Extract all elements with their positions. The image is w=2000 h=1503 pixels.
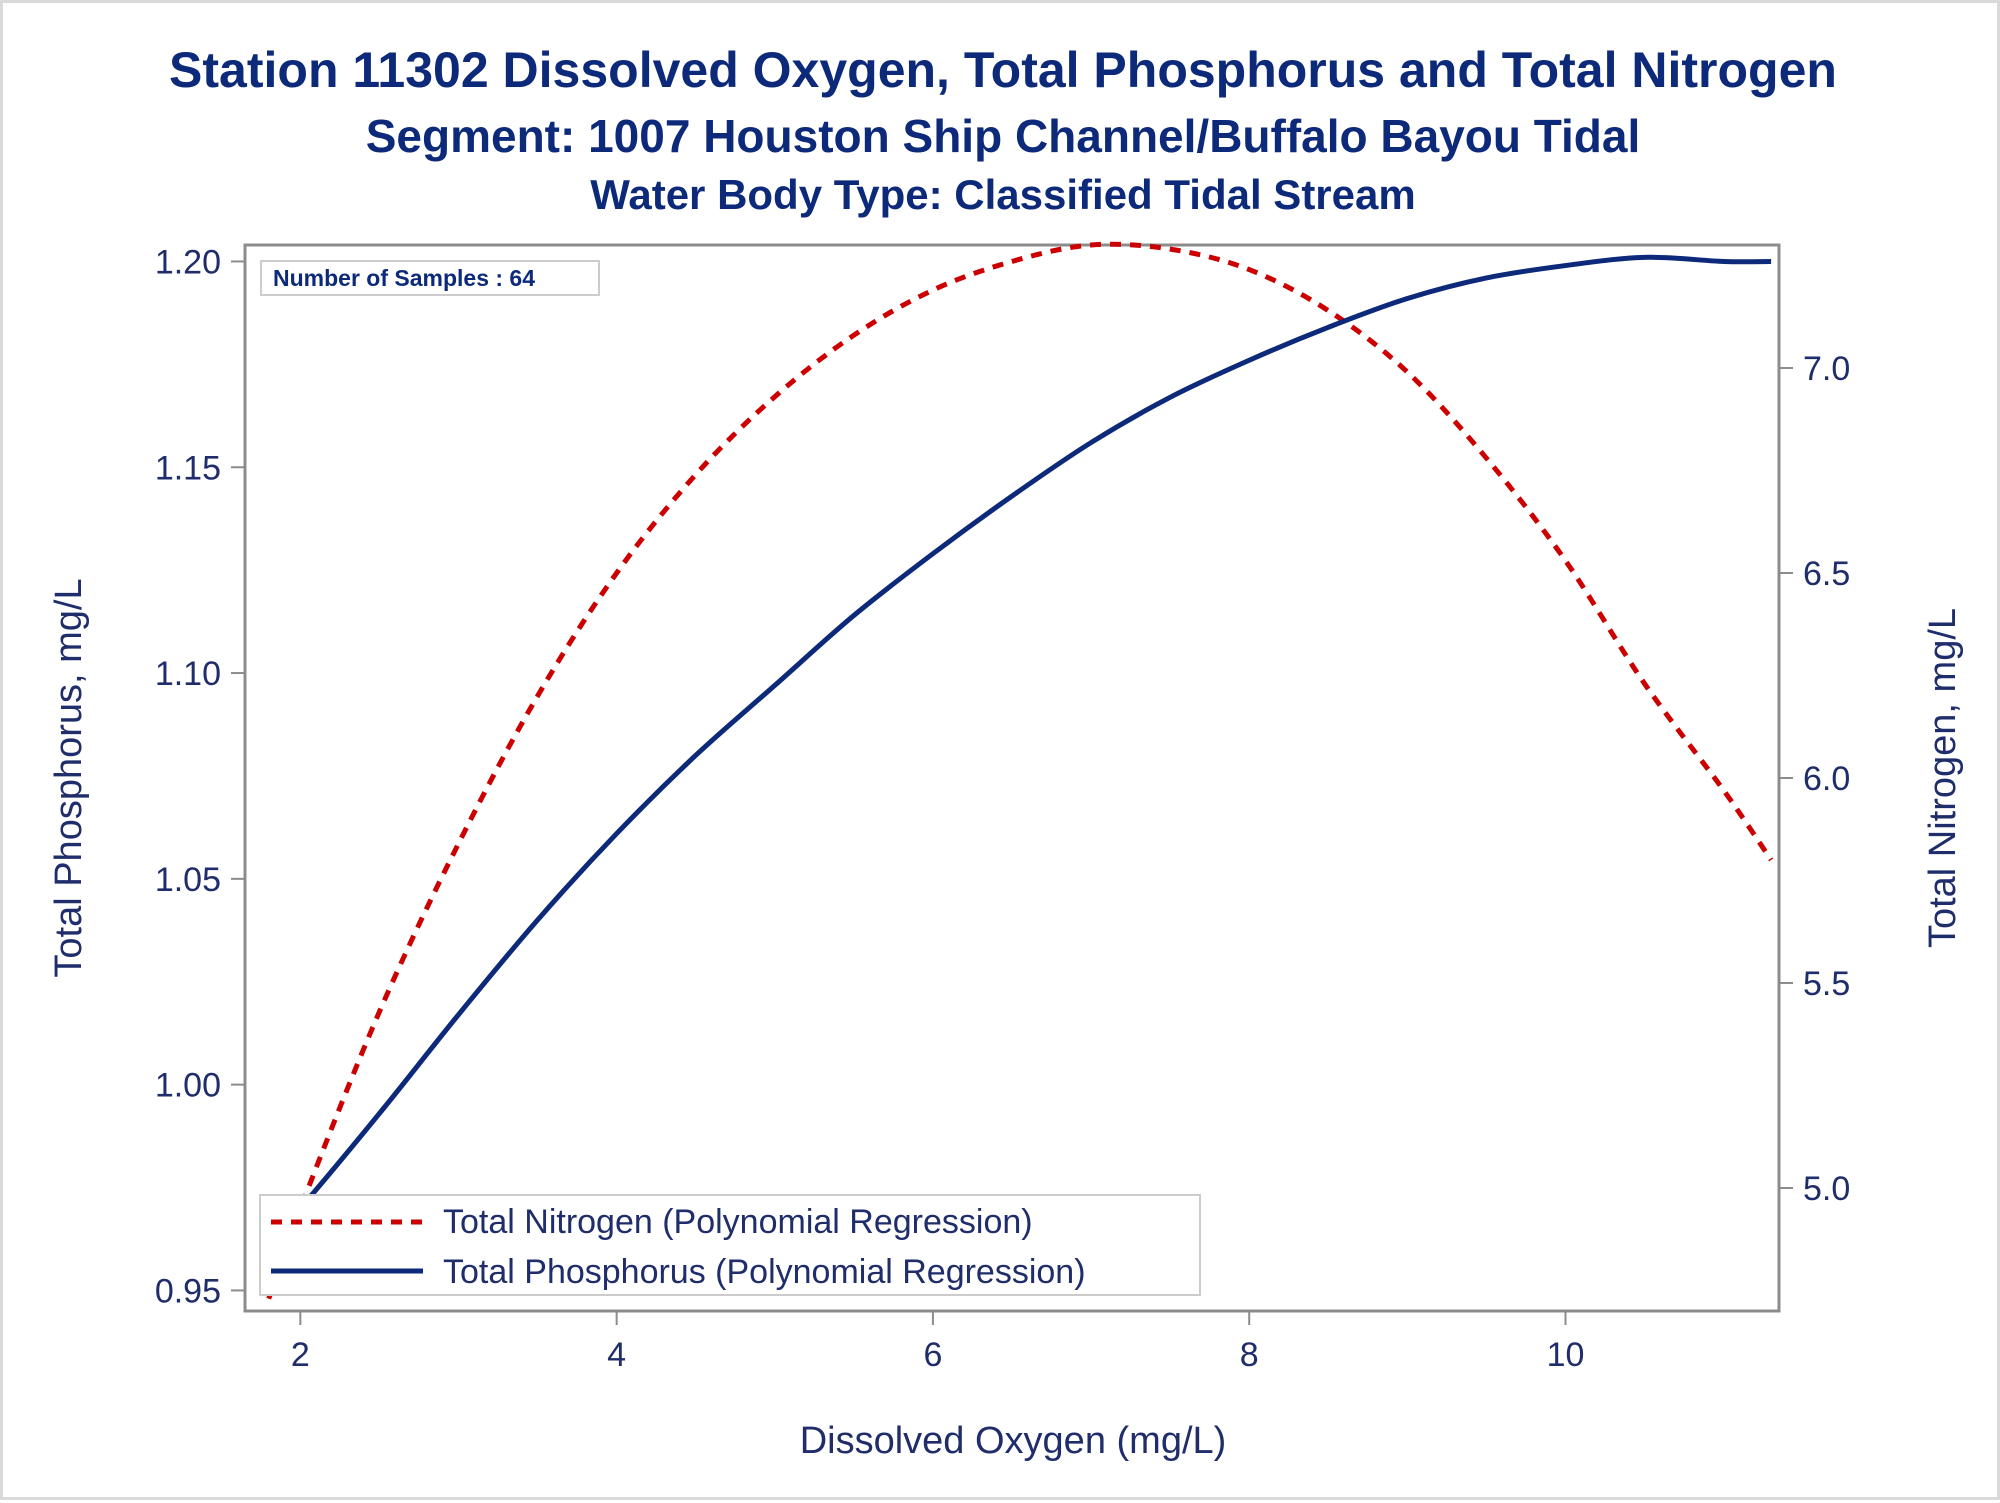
- legend-box: [259, 1194, 1201, 1296]
- series-layer: [266, 241, 1774, 1300]
- y-left-tick-label: 1.10: [155, 655, 221, 693]
- y-right-tick-label: 6.5: [1803, 555, 1850, 593]
- chart-subtitle-waterbody: Water Body Type: Classified Tidal Stream: [590, 171, 1416, 218]
- y-axis-right: 5.0 5.5 6.0 6.5 7.0: [1779, 350, 1850, 1208]
- x-tick-label: 8: [1240, 1336, 1259, 1374]
- y-left-tick-label: 1.15: [155, 449, 221, 487]
- y-left-tick-label: 1.05: [155, 861, 221, 899]
- y-right-tick-label: 6.0: [1803, 760, 1850, 798]
- y-left-tick-label: 0.95: [155, 1272, 221, 1310]
- plot-area-border: [243, 243, 1781, 1313]
- x-axis-label: Dissolved Oxygen (mg/L): [800, 1420, 1227, 1462]
- legend-label-nitrogen: Total Nitrogen (Polynomial Regression): [443, 1203, 1033, 1241]
- legend: Total Nitrogen (Polynomial Regression) T…: [259, 1194, 1201, 1296]
- samples-inset: Number of Samples : 64: [260, 260, 600, 296]
- chart-title: Station 11302 Dissolved Oxygen, Total Ph…: [169, 42, 1837, 98]
- series-line-total-nitrogen: [266, 241, 1774, 1300]
- y-axis-left: 0.95 1.00 1.05 1.10 1.15 1.20: [155, 243, 245, 1310]
- x-tick-label: 6: [923, 1336, 942, 1374]
- y-right-tick-label: 5.5: [1803, 965, 1850, 1003]
- y-right-tick-label: 5.0: [1803, 1170, 1850, 1208]
- chart-subtitle-segment: Segment: 1007 Houston Ship Channel/Buffa…: [365, 110, 1641, 162]
- y-right-tick-label: 7.0: [1803, 350, 1850, 388]
- y-axis-left-label: Total Phosphorus, mg/L: [48, 578, 90, 977]
- x-axis: 2 4 6 8 10: [291, 1311, 1585, 1374]
- chart-svg: 2 4 6 8 10 0.95 1.00 1.05 1.10 1.15 1.20 5.0 5.5 6.…: [48, 241, 1964, 1462]
- y-axis-right-label: Total Nitrogen, mg/L: [1922, 608, 1964, 948]
- series-line-total-phosphorus: [266, 254, 1772, 1243]
- x-tick-label: 2: [291, 1336, 310, 1374]
- y-left-tick-label: 1.00: [155, 1067, 221, 1105]
- samples-inset-label: Number of Samples : 64: [273, 265, 535, 291]
- legend-label-phosphorus: Total Phosphorus (Polynomial Regression): [443, 1253, 1086, 1291]
- x-tick-label: 4: [607, 1336, 626, 1374]
- y-left-tick-label: 1.20: [155, 243, 221, 281]
- x-tick-label: 10: [1547, 1336, 1585, 1374]
- samples-inset-box: [260, 260, 600, 296]
